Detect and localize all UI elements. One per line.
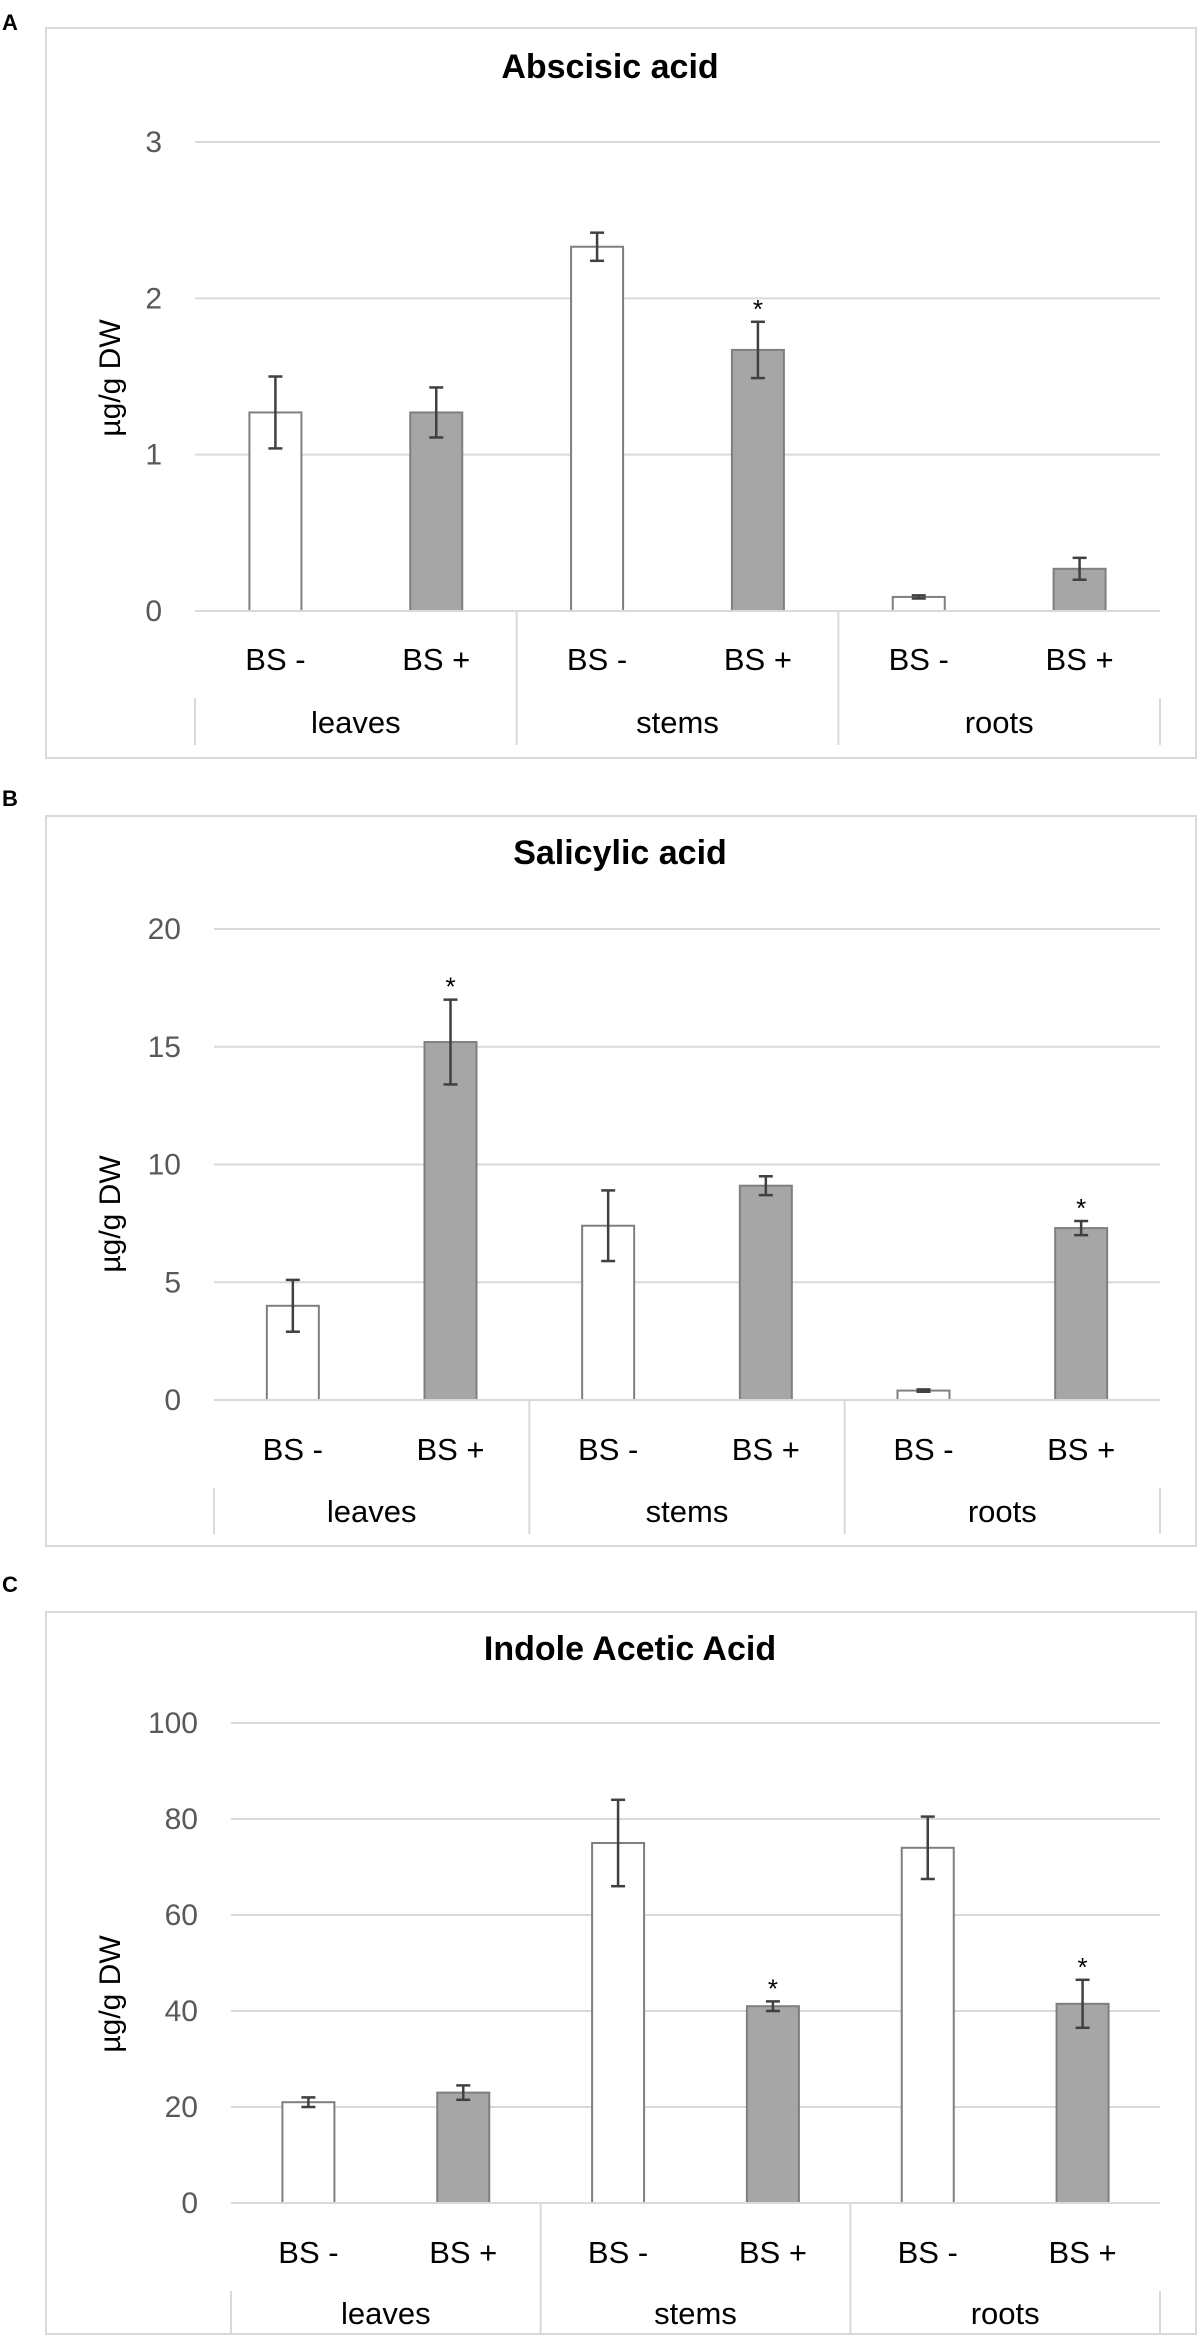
category-label: BS - bbox=[263, 1432, 323, 1467]
group-label: leaves bbox=[341, 2296, 431, 2331]
chart-frame bbox=[45, 815, 1197, 1547]
category-label: BS + bbox=[739, 2235, 807, 2270]
y-tick-label: 2 bbox=[145, 282, 162, 315]
panel-letter-b: B bbox=[2, 786, 18, 811]
gridlines: 0 20 40 60 80 100 bbox=[148, 1707, 1160, 2220]
y-tick-label: 15 bbox=[148, 1031, 181, 1064]
y-tick-label: 0 bbox=[145, 595, 162, 628]
category-label: BS + bbox=[732, 1432, 800, 1467]
panel-letter-a: A bbox=[2, 10, 18, 35]
bar bbox=[423, 1041, 478, 1401]
bar bbox=[730, 348, 785, 612]
category-label: BS - bbox=[567, 642, 627, 677]
group-label: stems bbox=[636, 705, 719, 740]
significance-marker: * bbox=[445, 972, 455, 1002]
y-tick-label: 0 bbox=[164, 1384, 181, 1417]
bar bbox=[738, 1184, 793, 1401]
y-axis-label: µg/g DW bbox=[94, 1155, 127, 1273]
bar bbox=[281, 2101, 336, 2205]
category-label: BS - bbox=[898, 2235, 958, 2270]
group-label: roots bbox=[971, 2296, 1040, 2331]
category-label: BS + bbox=[402, 642, 470, 677]
category-label: BS + bbox=[429, 2235, 497, 2270]
group-label: stems bbox=[646, 1494, 729, 1529]
bar bbox=[591, 1842, 646, 2204]
group-label: leaves bbox=[311, 705, 401, 740]
y-axis-label: µg/g DW bbox=[94, 319, 127, 437]
chart-title: Abscisic acid bbox=[501, 48, 718, 86]
y-tick-label: 40 bbox=[165, 1995, 198, 2028]
y-tick-label: 5 bbox=[164, 1266, 181, 1299]
y-tick-label: 20 bbox=[165, 2091, 198, 2124]
y-tick-label: 60 bbox=[165, 1899, 198, 1932]
group-label: roots bbox=[968, 1494, 1037, 1529]
y-tick-label: 0 bbox=[181, 2187, 198, 2220]
category-label: BS + bbox=[416, 1432, 484, 1467]
significance-marker: * bbox=[1076, 1193, 1086, 1223]
gridlines: 0 5 10 15 20 bbox=[148, 913, 1160, 1417]
category-label: BS + bbox=[724, 642, 792, 677]
significance-marker: * bbox=[1078, 1952, 1088, 1982]
category-label: BS - bbox=[889, 642, 949, 677]
gridlines: 0 1 2 3 bbox=[145, 126, 1160, 628]
y-tick-label: 10 bbox=[148, 1149, 181, 1182]
bar bbox=[900, 1846, 955, 2204]
bar bbox=[409, 411, 464, 612]
category-label: BS + bbox=[1047, 1432, 1115, 1467]
group-label: leaves bbox=[327, 1494, 417, 1529]
y-axis-label: µg/g DW bbox=[94, 1935, 127, 2053]
category-label: BS + bbox=[1049, 2235, 1117, 2270]
significance-marker: * bbox=[753, 294, 763, 324]
bar bbox=[745, 2005, 800, 2205]
bar bbox=[1055, 2002, 1110, 2204]
category-axis: BS - BS + BS - BS + BS - BS + leaves stems roots bbox=[213, 1399, 1161, 1534]
group-label: stems bbox=[654, 2296, 737, 2331]
bar bbox=[1054, 1227, 1109, 1401]
category-label: BS - bbox=[578, 1432, 638, 1467]
category-label: BS - bbox=[588, 2235, 648, 2270]
category-label: BS - bbox=[893, 1432, 953, 1467]
category-axis: BS - BS + BS - BS + BS - BS +leaves stems roots bbox=[194, 610, 1161, 745]
group-label: roots bbox=[965, 705, 1034, 740]
category-axis: BS - BS + BS - BS + BS - BS + leaves stems roots bbox=[230, 2202, 1161, 2334]
y-tick-label: 100 bbox=[148, 1707, 198, 1740]
panel-letter-c: C bbox=[2, 1572, 18, 1597]
bars: ** bbox=[281, 1798, 1110, 2205]
chart-title: Indole Acetic Acid bbox=[484, 1630, 776, 1668]
significance-marker: * bbox=[768, 1973, 778, 2003]
category-label: BS + bbox=[1046, 642, 1114, 677]
y-tick-label: 3 bbox=[145, 126, 162, 159]
category-label: BS - bbox=[278, 2235, 338, 2270]
indole-acetic-acid-chart: Indole Acetic Acid µg/g DW 020406080100 … bbox=[45, 1611, 1197, 2335]
category-label: BS - bbox=[245, 642, 305, 677]
y-tick-label: 20 bbox=[148, 913, 181, 946]
abscisic-acid-chart: Abscisic acid µg/g DW 0 1 2 3 * BS - BS + BS … bbox=[45, 27, 1197, 759]
y-tick-label: 1 bbox=[145, 439, 162, 472]
y-tick-label: 80 bbox=[165, 1803, 198, 1836]
bar bbox=[570, 245, 625, 612]
chart-title: Salicylic acid bbox=[513, 834, 727, 872]
bars: ** bbox=[265, 972, 1109, 1402]
bar bbox=[436, 2091, 491, 2204]
